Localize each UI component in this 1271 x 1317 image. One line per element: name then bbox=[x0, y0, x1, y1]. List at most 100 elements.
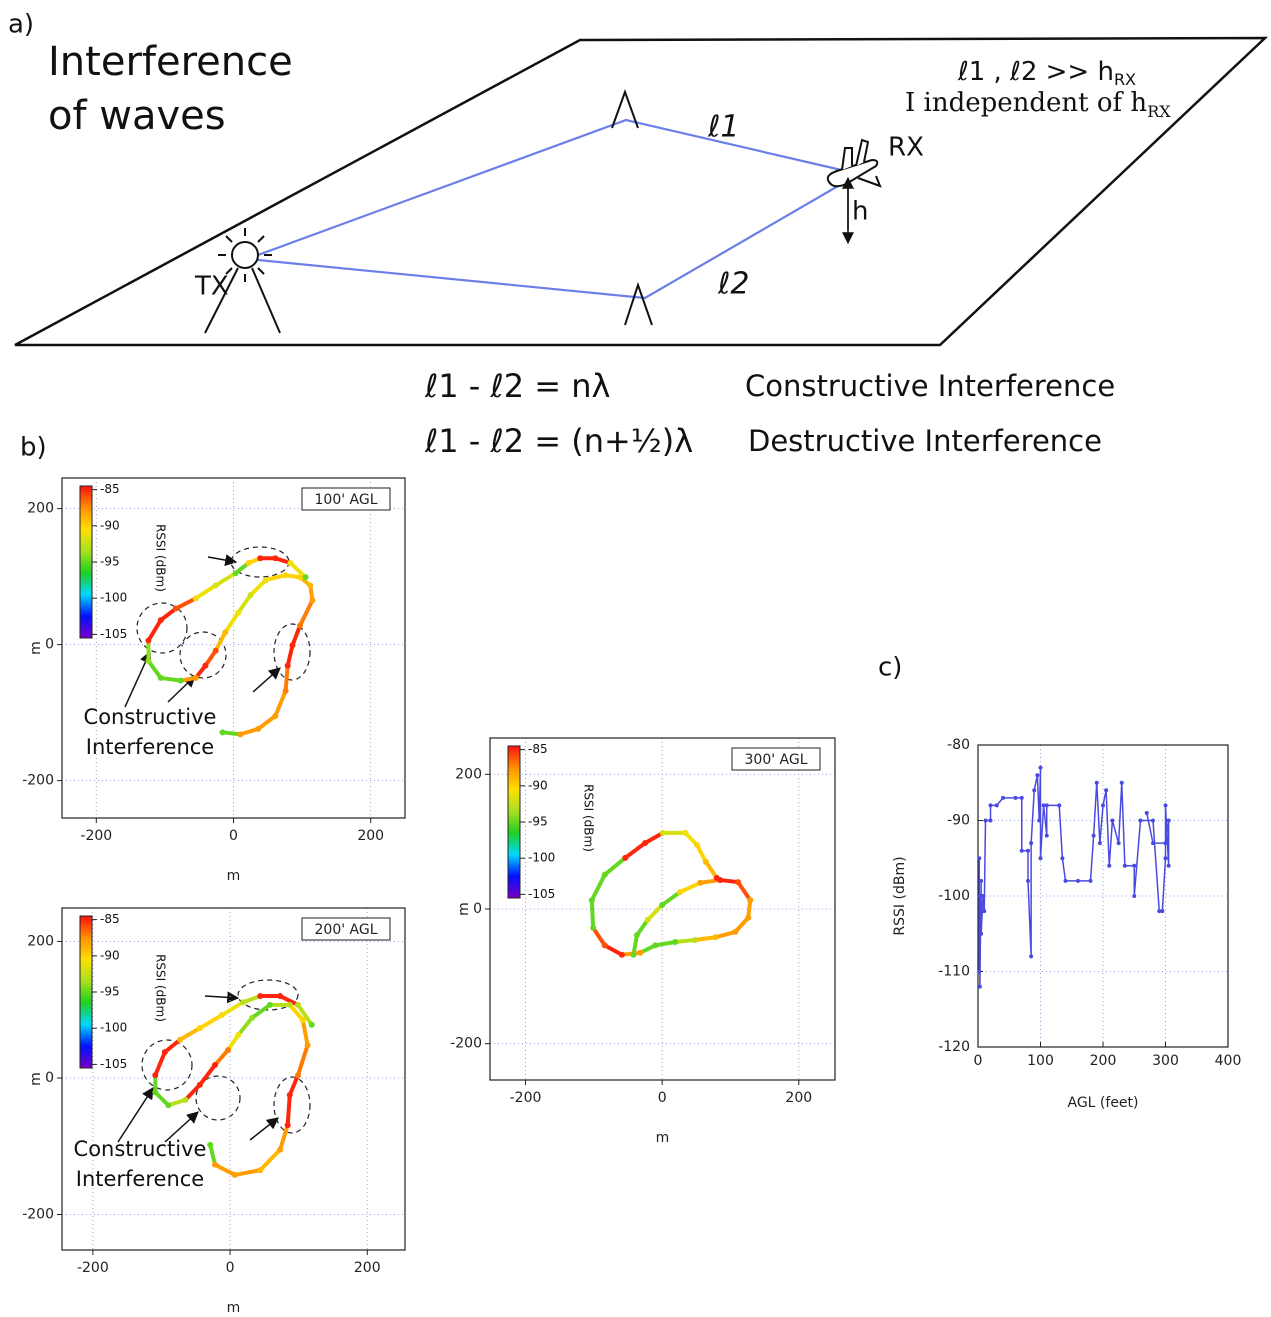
trajectory-segment bbox=[677, 880, 703, 895]
rssi-point bbox=[694, 842, 700, 849]
y-tick-label: 0 bbox=[45, 637, 54, 653]
y-tick-label: -80 bbox=[947, 737, 970, 753]
rssi-point bbox=[192, 595, 199, 602]
rx-label: RX bbox=[888, 133, 924, 163]
rssi-point bbox=[1019, 848, 1024, 853]
x-tick-label: 0 bbox=[229, 828, 238, 844]
rssi-point bbox=[1116, 841, 1121, 846]
equation: ℓ1 - ℓ2 = (n+½)λ bbox=[424, 422, 693, 460]
x-axis-label: m bbox=[227, 868, 241, 884]
trajectory-segment bbox=[695, 843, 708, 864]
tx-antenna bbox=[204, 228, 281, 334]
rssi-point bbox=[1029, 954, 1034, 959]
x-tick-label: 100 bbox=[1027, 1053, 1054, 1069]
rssi-point bbox=[747, 897, 754, 904]
rssi-point bbox=[1076, 878, 1080, 883]
rssi-point bbox=[1157, 909, 1162, 914]
trajectory-segment bbox=[158, 675, 183, 683]
rssi-point bbox=[222, 629, 229, 636]
trajectory-segment bbox=[197, 1063, 217, 1087]
rssi-point bbox=[1151, 841, 1155, 846]
y-tick-label: -110 bbox=[938, 964, 970, 980]
rssi-point bbox=[1026, 848, 1030, 853]
trajectory-segment bbox=[238, 726, 261, 737]
rssi-point bbox=[644, 916, 651, 923]
colorbar-tick-label: -85 bbox=[528, 742, 548, 756]
rssi-point bbox=[1044, 803, 1049, 808]
annotation: Interference bbox=[76, 1167, 204, 1191]
rssi-point bbox=[697, 879, 704, 886]
rssi-point bbox=[618, 951, 625, 958]
plot-frame bbox=[489, 737, 836, 1081]
rssi-point bbox=[702, 858, 709, 865]
trajectory-segment bbox=[300, 1017, 310, 1048]
x-tick-label: 0 bbox=[974, 1053, 983, 1069]
rssi-point bbox=[1166, 818, 1171, 823]
note-text: I independent of h bbox=[905, 88, 1147, 118]
panel-label: c) bbox=[878, 653, 902, 683]
rssi-point bbox=[1132, 894, 1137, 898]
trajectory-segment bbox=[208, 1142, 217, 1167]
trajectory-segment bbox=[735, 880, 753, 903]
plot-frame bbox=[61, 907, 406, 1251]
rssi-point bbox=[304, 1042, 311, 1049]
rssi-point bbox=[145, 657, 152, 664]
rssi-point bbox=[212, 647, 219, 654]
colorbar-tick-label: -100 bbox=[100, 1021, 127, 1035]
trajectory-segment bbox=[692, 935, 718, 942]
rssi-point bbox=[231, 1171, 238, 1178]
rssi-point bbox=[152, 1089, 159, 1096]
rssi-point bbox=[219, 729, 226, 736]
rssi-point bbox=[637, 949, 644, 956]
colorbar-tick-label: -85 bbox=[100, 482, 120, 496]
x-axis-label: AGL (feet) bbox=[1068, 1095, 1139, 1111]
trajectory-segment bbox=[223, 610, 241, 635]
trajectory-segment bbox=[256, 714, 278, 731]
rssi-point bbox=[1138, 818, 1143, 823]
rssi-point bbox=[994, 803, 999, 808]
trajectory-segment bbox=[653, 939, 678, 948]
trajectory-segment bbox=[287, 1073, 300, 1098]
panel-label: a) bbox=[8, 10, 34, 40]
trajectory-segment bbox=[146, 618, 163, 643]
y-tick-label: 200 bbox=[27, 933, 54, 949]
rssi-point bbox=[157, 617, 164, 624]
rssi-point bbox=[176, 1036, 183, 1043]
x-tick-label: -200 bbox=[80, 828, 112, 844]
trajectory-segment bbox=[212, 1047, 231, 1068]
rssi-point bbox=[1041, 803, 1046, 808]
rssi-point bbox=[1019, 795, 1024, 800]
rssi-point bbox=[145, 637, 152, 644]
trajectory-segment bbox=[162, 1037, 182, 1055]
rssi-point bbox=[262, 577, 269, 583]
rssi-point bbox=[652, 942, 659, 949]
colorbar-tick-label: -95 bbox=[100, 555, 120, 569]
rssi-point bbox=[1119, 780, 1124, 785]
rssi-point bbox=[212, 582, 219, 589]
rssi-point bbox=[272, 713, 279, 719]
chart-title: 300' AGL bbox=[745, 752, 808, 768]
rssi-point bbox=[182, 1096, 189, 1103]
trajectory-segment bbox=[591, 925, 607, 948]
rssi-point bbox=[1026, 878, 1030, 883]
colorbar-label: RSSI (dBm) bbox=[154, 524, 168, 592]
rssi-point bbox=[297, 622, 304, 629]
x-axis-label: m bbox=[227, 1300, 241, 1316]
colorbar-tick-label: -95 bbox=[528, 815, 548, 829]
rssi-point bbox=[622, 854, 629, 861]
trajectory-segment bbox=[219, 1000, 246, 1018]
colorbar-tick-label: -105 bbox=[528, 887, 555, 901]
rssi-point bbox=[1037, 818, 1042, 823]
rssi-point bbox=[734, 879, 741, 886]
x-tick-label: 400 bbox=[1215, 1053, 1242, 1069]
rssi-point bbox=[1160, 909, 1165, 914]
x-axis-label: m bbox=[656, 1130, 670, 1146]
rssi-point bbox=[1001, 795, 1005, 800]
colorbar-tick-label: -100 bbox=[100, 591, 127, 605]
diagram-title: Interference bbox=[48, 39, 293, 85]
rssi-point bbox=[1091, 833, 1096, 838]
note: I independent of hRX bbox=[905, 88, 1171, 121]
rssi-point bbox=[1151, 818, 1155, 823]
rssi-point bbox=[977, 984, 982, 989]
trajectory-segment bbox=[295, 1002, 314, 1027]
